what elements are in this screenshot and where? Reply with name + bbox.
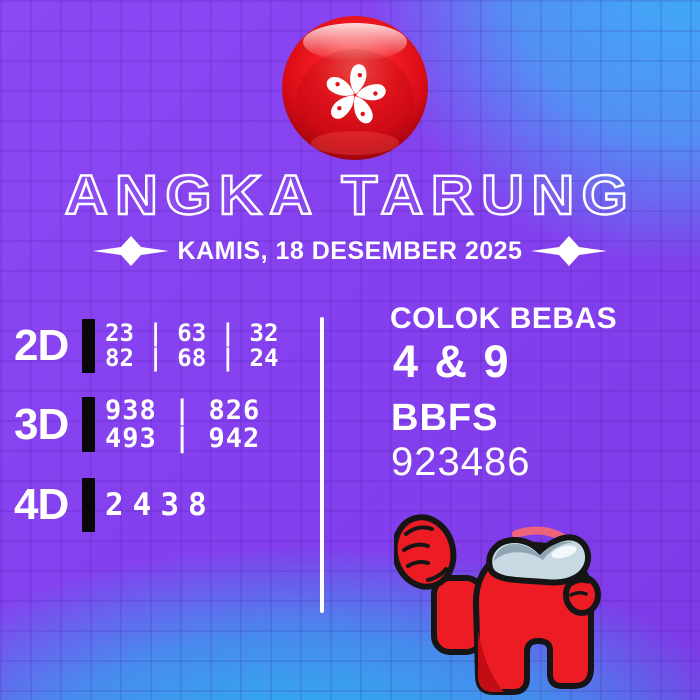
row-label-2d: 2D [14,321,69,370]
among-us-character-icon [394,514,601,695]
numbers-2d: 23 | 63 | 32 82 | 68 | 24 [105,321,278,371]
sparkle-left-icon [93,236,169,266]
colok-bebas-label: COLOK BEBAS [390,302,618,335]
divider-bar [82,478,95,532]
bauhinia-flower [326,64,386,124]
numbers-2d-line1: 23 | 63 | 32 [105,319,279,347]
hong-kong-flag-ball-icon [282,16,428,160]
bbfs-label: BBFS [391,397,499,439]
row-label-3d: 3D [14,399,69,449]
numbers-3d: 938 | 826 493 | 942 [105,394,261,454]
divider-bar [82,397,95,452]
numbers-3d-line2: 493 | 942 [105,422,261,454]
divider-line [320,317,324,613]
numbers-3d-line1: 938 | 826 [105,394,261,426]
page-title: ANGKA TARUNG [63,162,636,227]
numbers-2d-line2: 82 | 68 | 24 [105,344,279,372]
prediction-row-3d: 3D 938 | 826 493 | 942 [14,394,261,454]
prediction-row-2d: 2D 23 | 63 | 32 82 | 68 | 24 [14,319,278,373]
prediction-row-4d: 4D 2438 [14,478,216,532]
colok-bebas-value: 4 & 9 [393,336,511,387]
divider-bar [82,319,95,373]
bbfs-value: 923486 [391,440,531,484]
numbers-4d-line1: 2438 [105,486,216,523]
row-label-4d: 4D [14,480,69,529]
numbers-4d: 2438 [105,486,216,523]
draw-date: KAMIS, 18 DESEMBER 2025 [177,237,523,265]
sparkle-right-icon [531,236,607,266]
